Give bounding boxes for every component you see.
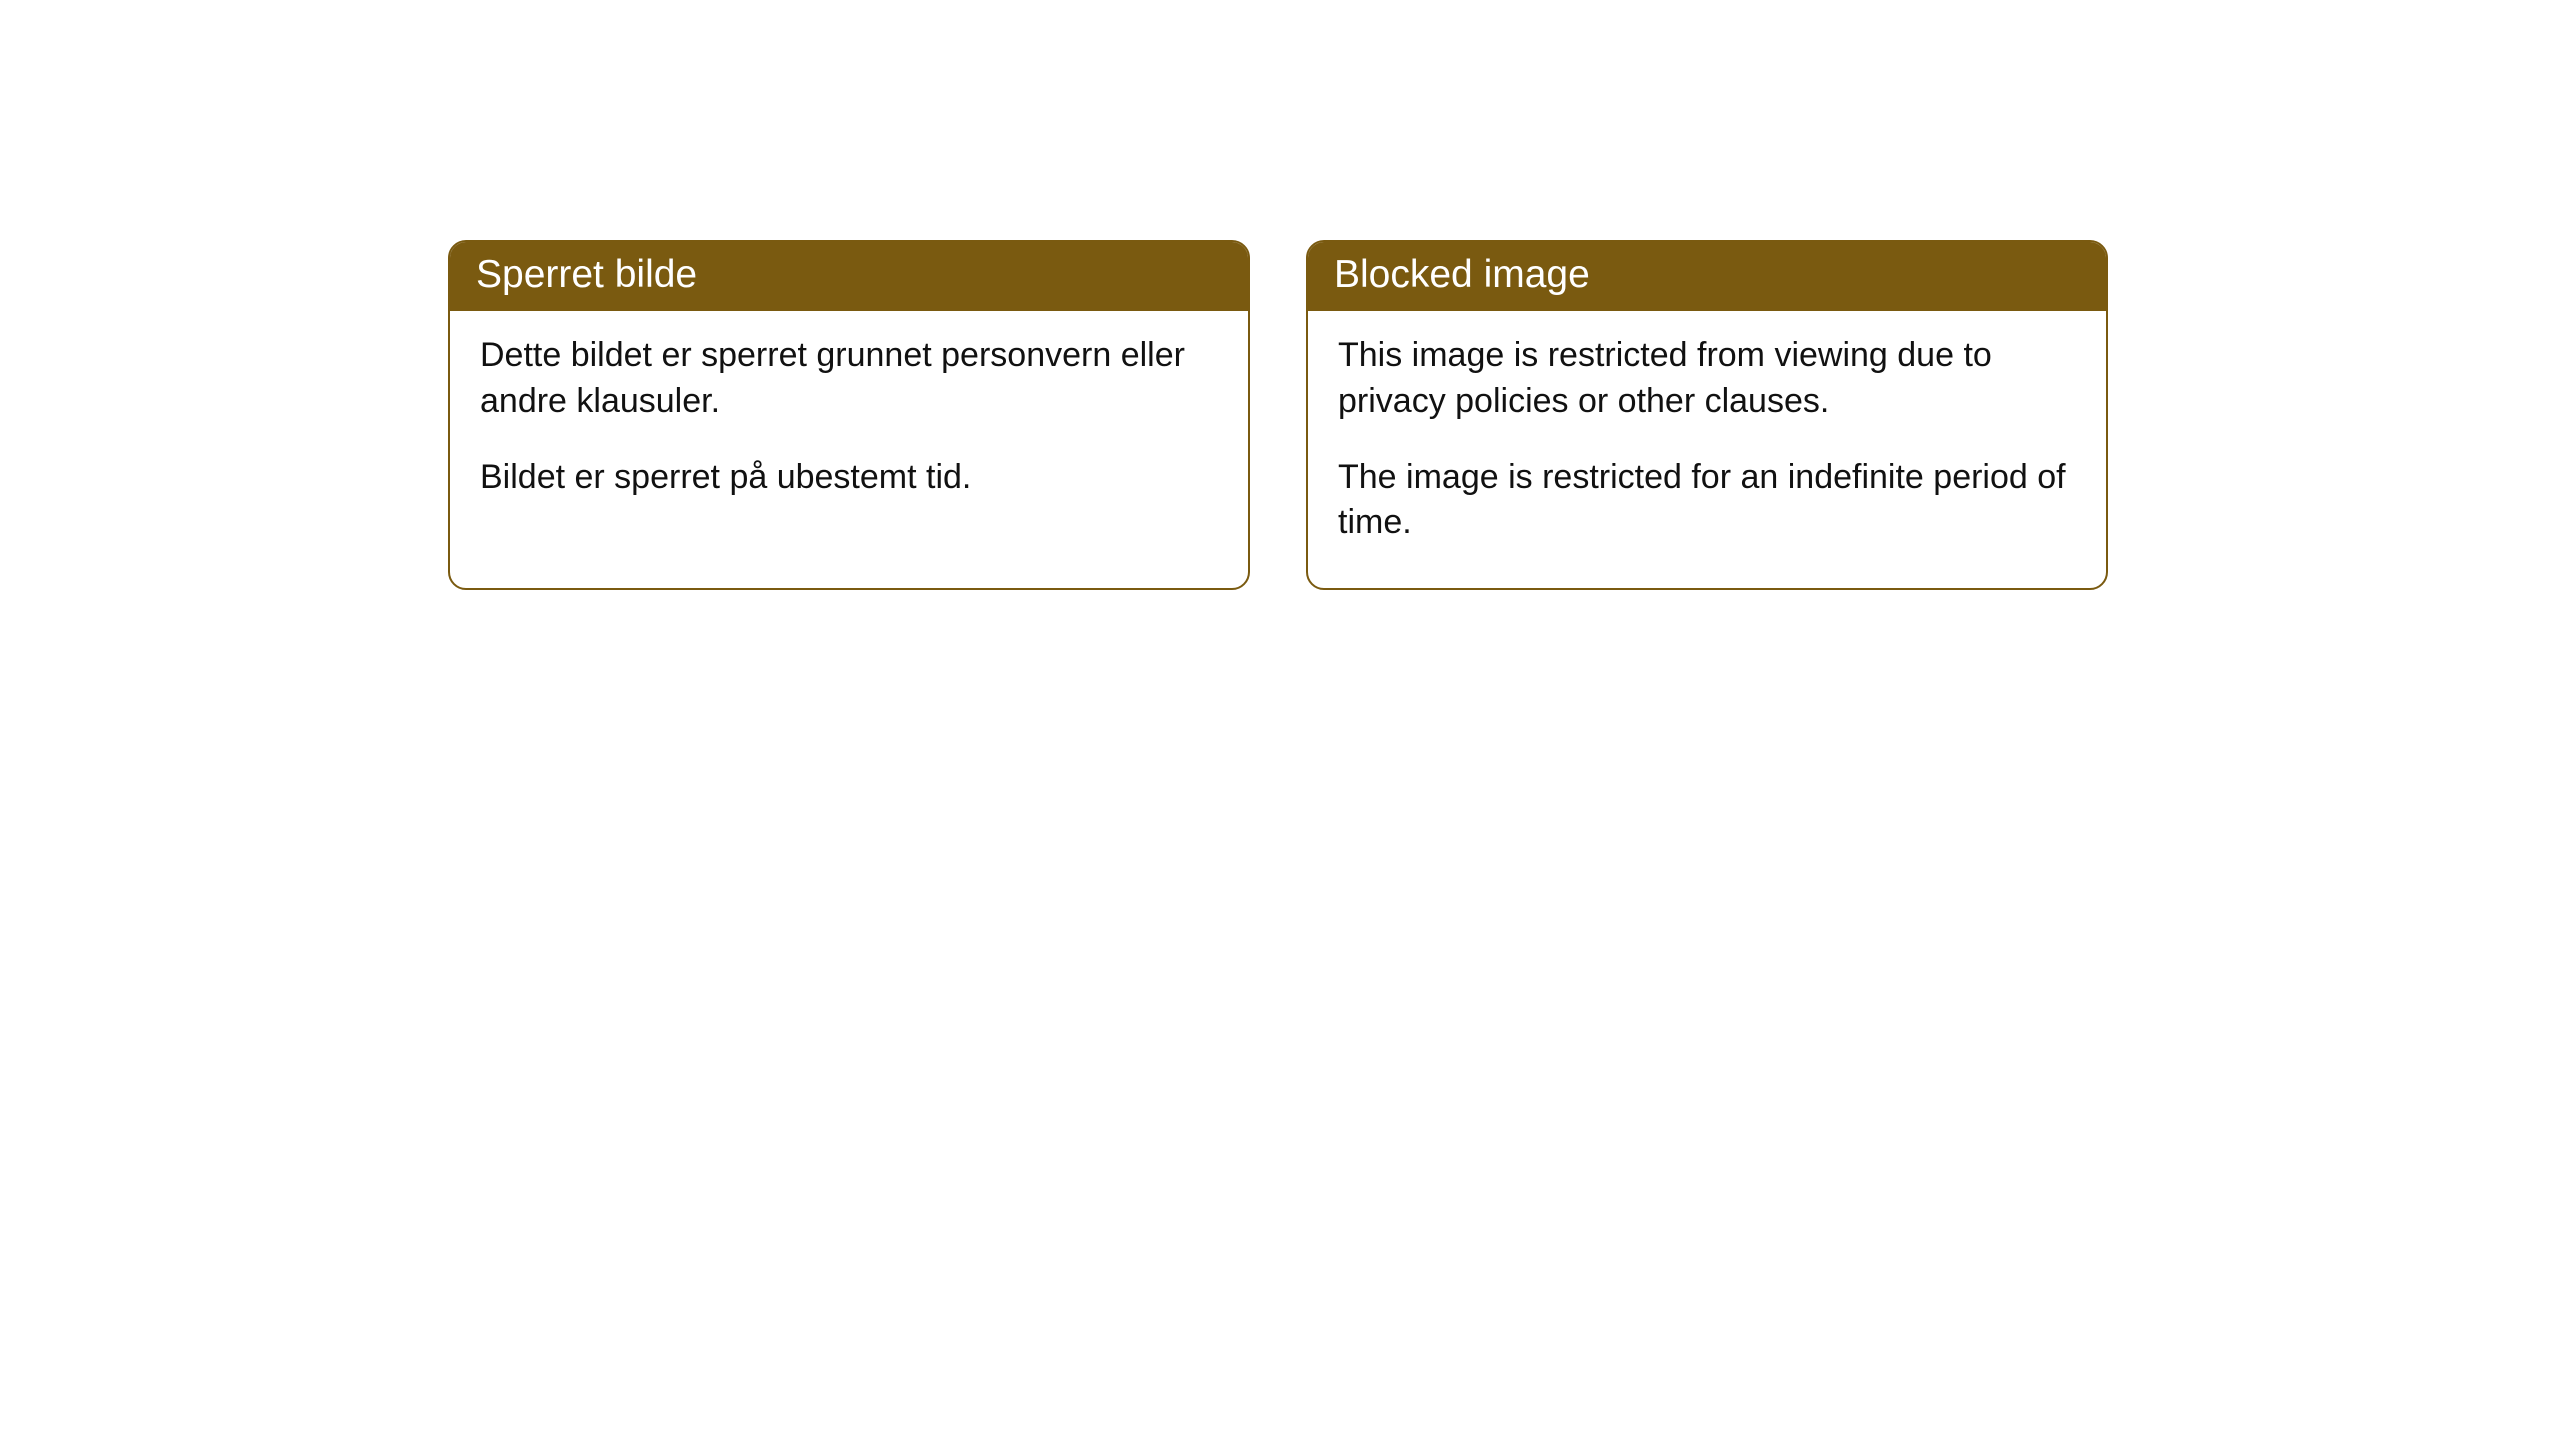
blocked-image-card-no: Sperret bilde Dette bildet er sperret gr… (448, 240, 1250, 590)
card-body-en: This image is restricted from viewing du… (1308, 311, 2106, 589)
card-paragraph-2-en: The image is restricted for an indefinit… (1338, 455, 2076, 547)
card-header-no: Sperret bilde (450, 242, 1248, 311)
card-paragraph-1-en: This image is restricted from viewing du… (1338, 333, 2076, 425)
card-container: Sperret bilde Dette bildet er sperret gr… (0, 0, 2560, 590)
blocked-image-card-en: Blocked image This image is restricted f… (1306, 240, 2108, 590)
card-header-en: Blocked image (1308, 242, 2106, 311)
card-body-no: Dette bildet er sperret grunnet personve… (450, 311, 1248, 543)
card-paragraph-1-no: Dette bildet er sperret grunnet personve… (480, 333, 1218, 425)
card-paragraph-2-no: Bildet er sperret på ubestemt tid. (480, 455, 1218, 501)
